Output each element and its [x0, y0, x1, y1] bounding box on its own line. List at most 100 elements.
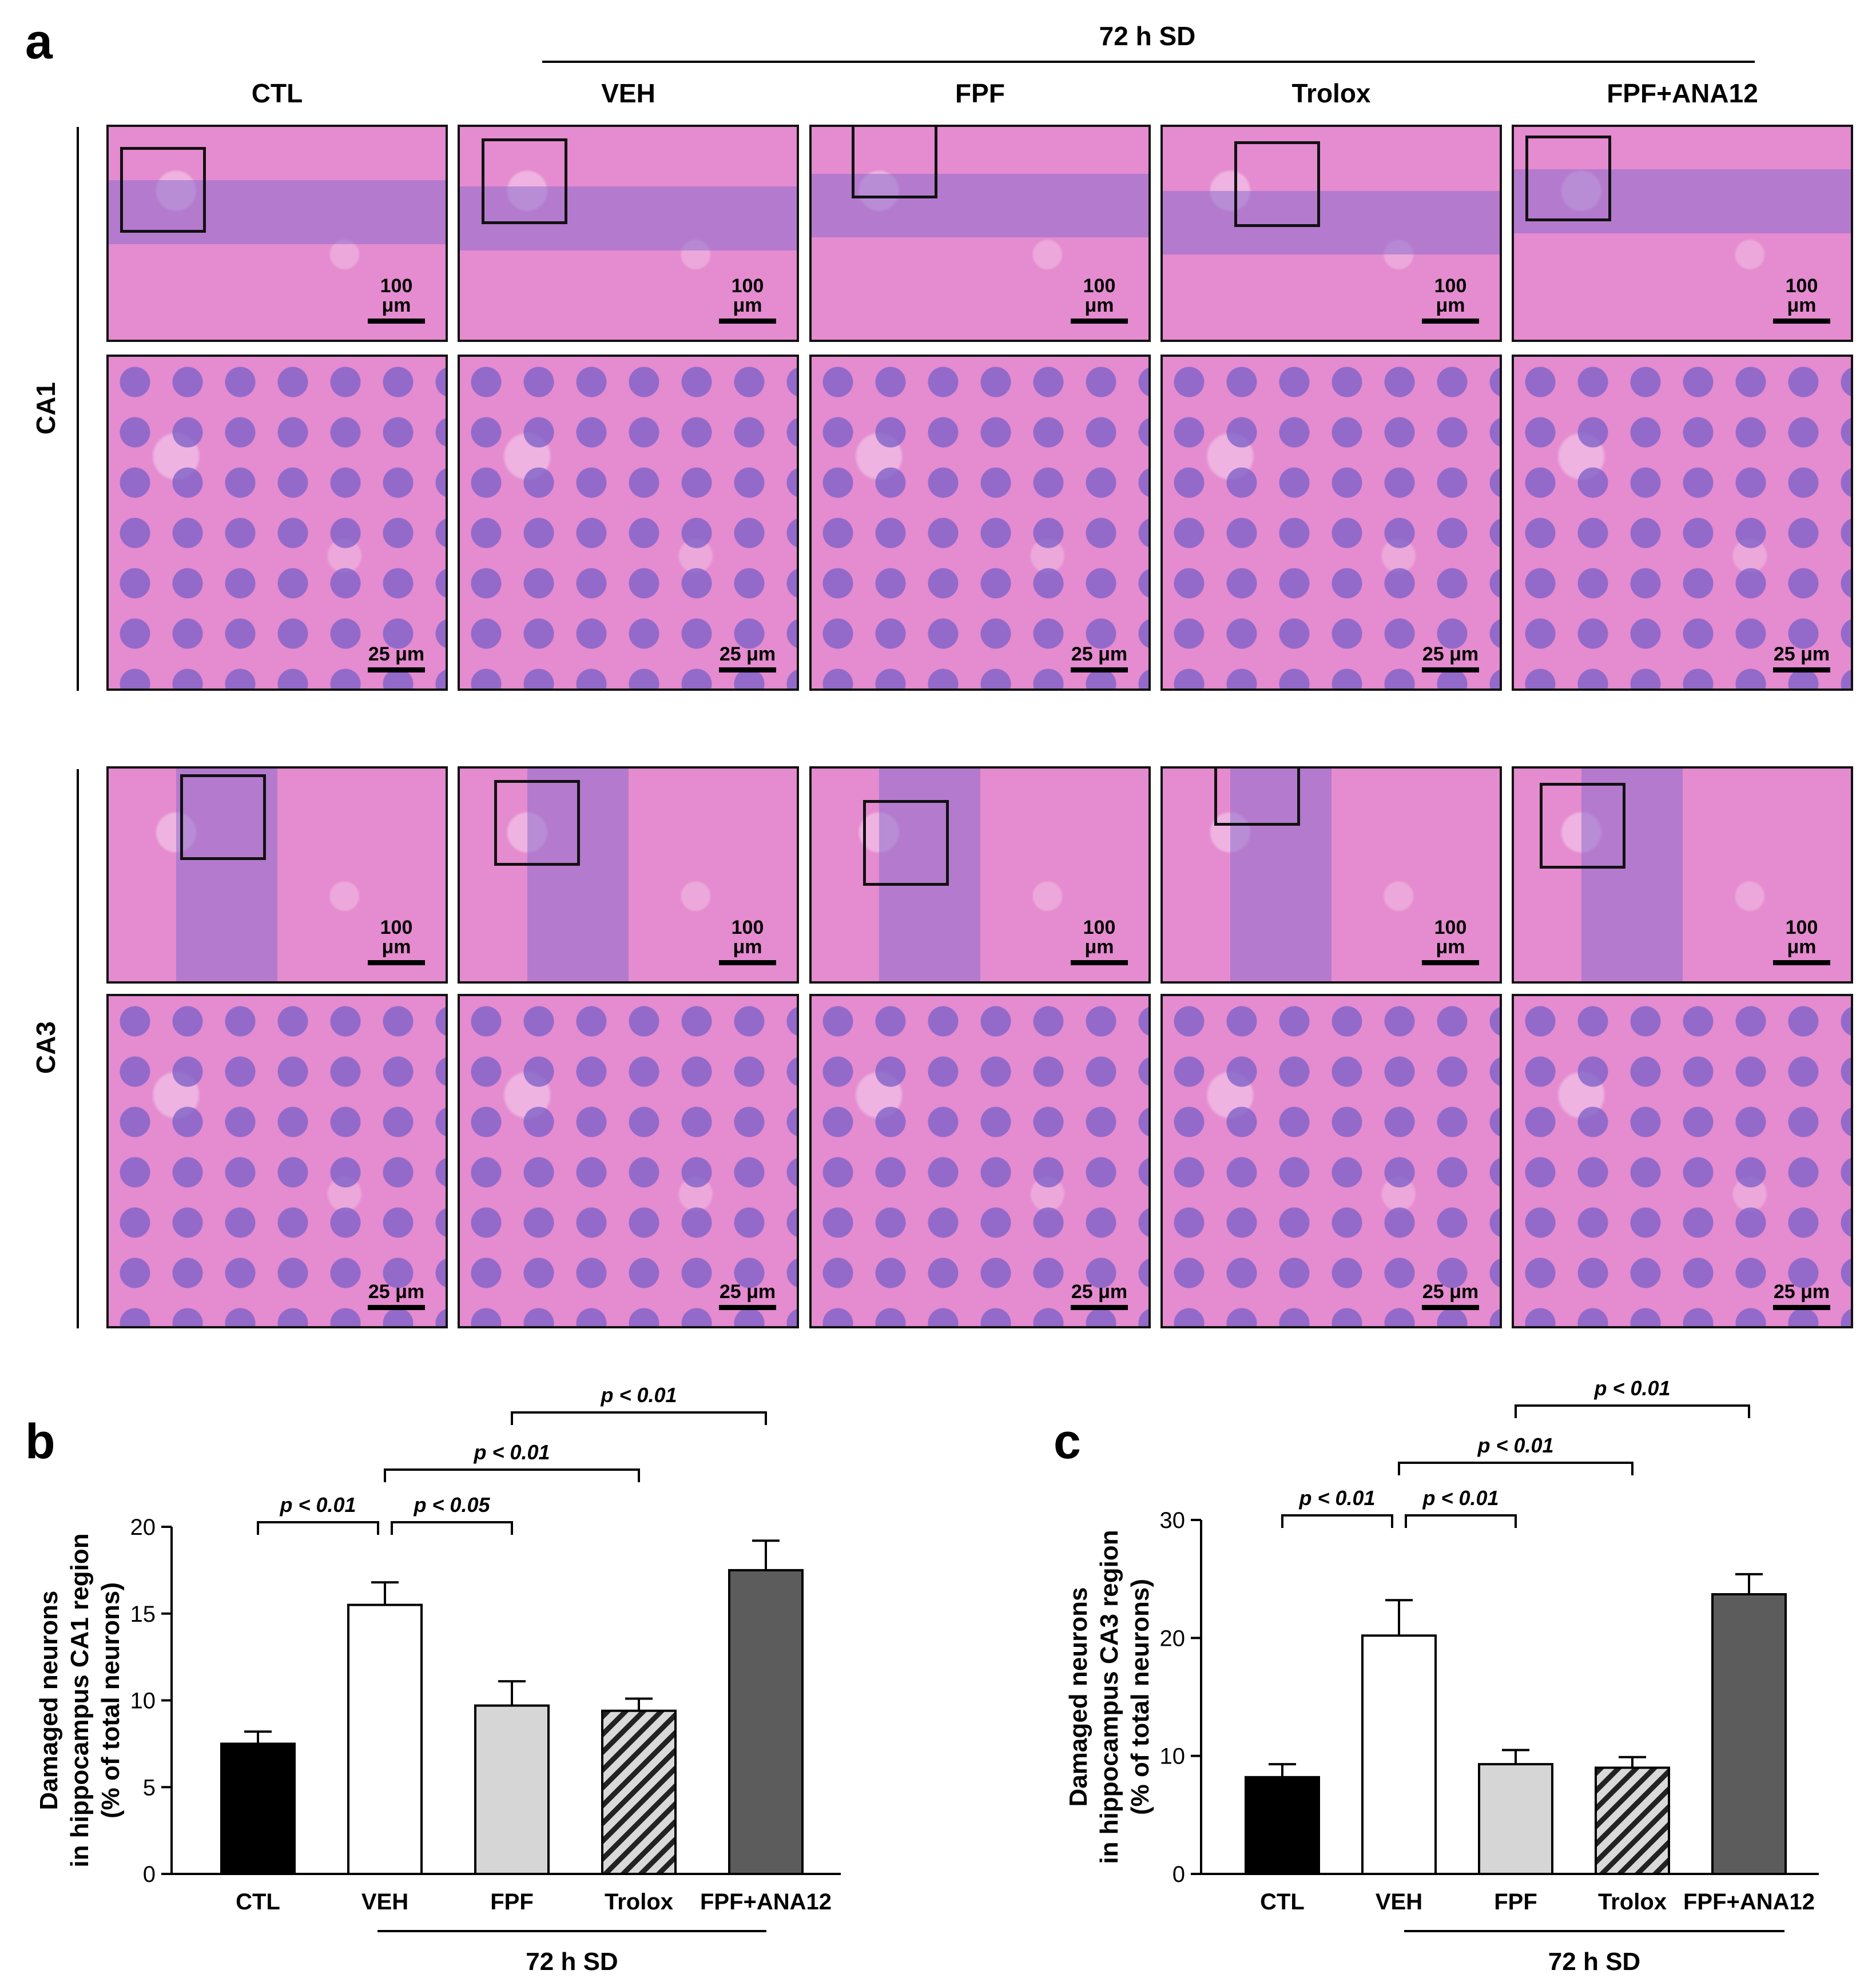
- scale-bar: 100 μm: [1422, 918, 1479, 965]
- scale-bar-line: [1773, 667, 1830, 672]
- pyramidal-cell-layer: [879, 769, 980, 981]
- scale-bar-line: [1071, 319, 1128, 324]
- y-tick-label: 10: [130, 1689, 156, 1714]
- scale-bar-label: 100 μm: [380, 917, 413, 958]
- scale-bar: 25 μm: [368, 644, 425, 672]
- scale-bar: 25 μm: [719, 1282, 776, 1310]
- scale-bar: 100 μm: [368, 276, 425, 324]
- micrograph-ca1-zoom-fpf: 25 μm: [809, 355, 1151, 691]
- x-tick-label: CTL: [236, 1889, 280, 1915]
- neuron-cells: [109, 996, 446, 1326]
- scale-bar-line: [1422, 667, 1479, 672]
- scale-bar-label: 25 μm: [1773, 643, 1830, 665]
- significance-label: p < 0.01: [1422, 1486, 1499, 1510]
- neuron-cells: [109, 357, 446, 688]
- significance-bracket: [384, 1468, 640, 1482]
- neuron-cells: [812, 996, 1148, 1326]
- zoom-region-box: [180, 774, 266, 860]
- significance-label: p < 0.01: [1593, 1376, 1670, 1400]
- bar-fpf: [474, 1704, 550, 1875]
- x-tick-label: FPF: [490, 1889, 534, 1915]
- scale-bar: 100 μm: [1071, 276, 1128, 324]
- micrograph-ca3-overview-ctl: 100 μm: [106, 766, 448, 984]
- scale-bar: 25 μm: [1773, 644, 1830, 672]
- pyramidal-cell-layer: [460, 186, 797, 250]
- scale-bar-line: [719, 1305, 776, 1310]
- micrograph-ca3-zoom-trolox: 25 μm: [1160, 994, 1502, 1328]
- micrograph-ca1-overview-ctl: 100 μm: [106, 125, 448, 342]
- neuron-cells: [460, 996, 797, 1326]
- scale-bar-line: [368, 960, 425, 965]
- micrograph-ca1-overview-fpf: 100 μm: [809, 125, 1151, 342]
- panel-a-letter: a: [25, 14, 53, 69]
- column-label-fpf: FPF: [955, 78, 1005, 108]
- panel-c-letter: c: [1054, 1414, 1081, 1469]
- x-tick-label: FPF+ANA12: [1683, 1889, 1815, 1915]
- scale-bar-line: [1422, 319, 1479, 324]
- micrograph-ca1-zoom-trolox: 25 μm: [1160, 355, 1502, 691]
- significance-label: p < 0.01: [279, 1493, 356, 1517]
- significance-bracket: [1405, 1514, 1517, 1528]
- scale-bar-label: 25 μm: [1422, 1281, 1479, 1303]
- row-bracket-line-ca1: [77, 127, 79, 691]
- significance-bracket: [257, 1521, 379, 1535]
- pyramidal-cell-layer: [1581, 769, 1683, 981]
- scale-bar-label: 100 μm: [731, 917, 764, 958]
- micrograph-ca1-overview-veh: 100 μm: [458, 125, 799, 342]
- significance-bracket: [511, 1411, 767, 1425]
- zoom-region-box: [482, 138, 567, 224]
- pyramidal-cell-layer: [1163, 190, 1500, 255]
- bar-veh: [347, 1603, 423, 1875]
- significance-label: p < 0.01: [1298, 1486, 1375, 1510]
- scale-bar-line: [1071, 1305, 1128, 1310]
- micrograph-ca1-zoom-fpf-ana12: 25 μm: [1512, 355, 1853, 691]
- scale-bar-line: [719, 960, 776, 965]
- significance-label: p < 0.05: [413, 1493, 490, 1517]
- panel-a-group-label: 72 h SD: [1099, 21, 1196, 51]
- y-tick-label: 20: [1160, 1626, 1186, 1651]
- scale-bar-label: 25 μm: [1071, 1281, 1128, 1303]
- group-label: 72 h SD: [1548, 1948, 1640, 1976]
- scale-bar: 100 μm: [719, 918, 776, 965]
- y-axis-label-line: (% of total neurons): [1126, 1579, 1154, 1815]
- scale-bar-label: 100 μm: [1083, 917, 1116, 958]
- scale-bar-line: [1071, 667, 1128, 672]
- scale-bar-label: 25 μm: [1422, 643, 1479, 665]
- y-tick-label: 20: [130, 1515, 156, 1540]
- bar-trolox: [601, 1709, 677, 1876]
- row-label-ca3: CA3: [31, 1021, 61, 1074]
- scale-bar-line: [368, 1305, 425, 1310]
- scale-bar-label: 25 μm: [368, 643, 425, 665]
- pyramidal-cell-layer: [109, 180, 446, 244]
- neuron-cells: [1163, 996, 1500, 1326]
- scale-bar-line: [719, 667, 776, 672]
- scale-bar-label: 25 μm: [1773, 1281, 1830, 1303]
- neuron-cells: [1514, 996, 1851, 1326]
- y-tick-label: 10: [1160, 1744, 1186, 1769]
- scale-bar: 25 μm: [1422, 644, 1479, 672]
- y-tick-label: 0: [1172, 1862, 1185, 1887]
- micrograph-ca3-zoom-veh: 25 μm: [458, 994, 799, 1328]
- zoom-region-box: [852, 127, 937, 198]
- y-axis-label-line: in hippocampus CA1 region: [66, 1533, 94, 1867]
- micrograph-ca3-overview-veh: 100 μm: [458, 766, 799, 984]
- zoom-region-box: [1234, 141, 1320, 227]
- scale-bar-label: 100 μm: [1434, 917, 1467, 958]
- scale-bar-label: 100 μm: [1083, 275, 1116, 316]
- bar-veh: [1361, 1634, 1437, 1875]
- scale-bar-label: 100 μm: [1785, 917, 1818, 958]
- panel-b-letter: b: [25, 1414, 55, 1469]
- zoom-region-box: [1540, 783, 1625, 869]
- bar-ctl: [1245, 1776, 1320, 1875]
- significance-bracket: [1398, 1462, 1633, 1475]
- micrograph-ca3-overview-fpf-ana12: 100 μm: [1512, 766, 1853, 984]
- scale-bar-label: 25 μm: [719, 1281, 776, 1303]
- pyramidal-cell-layer: [1514, 169, 1851, 233]
- scale-bar: 25 μm: [719, 644, 776, 672]
- scale-bar-label: 25 μm: [719, 643, 776, 665]
- scale-bar: 25 μm: [1773, 1282, 1830, 1310]
- zoom-region-box: [1525, 136, 1611, 221]
- pyramidal-cell-layer: [1230, 769, 1332, 981]
- scale-bar: 100 μm: [368, 918, 425, 965]
